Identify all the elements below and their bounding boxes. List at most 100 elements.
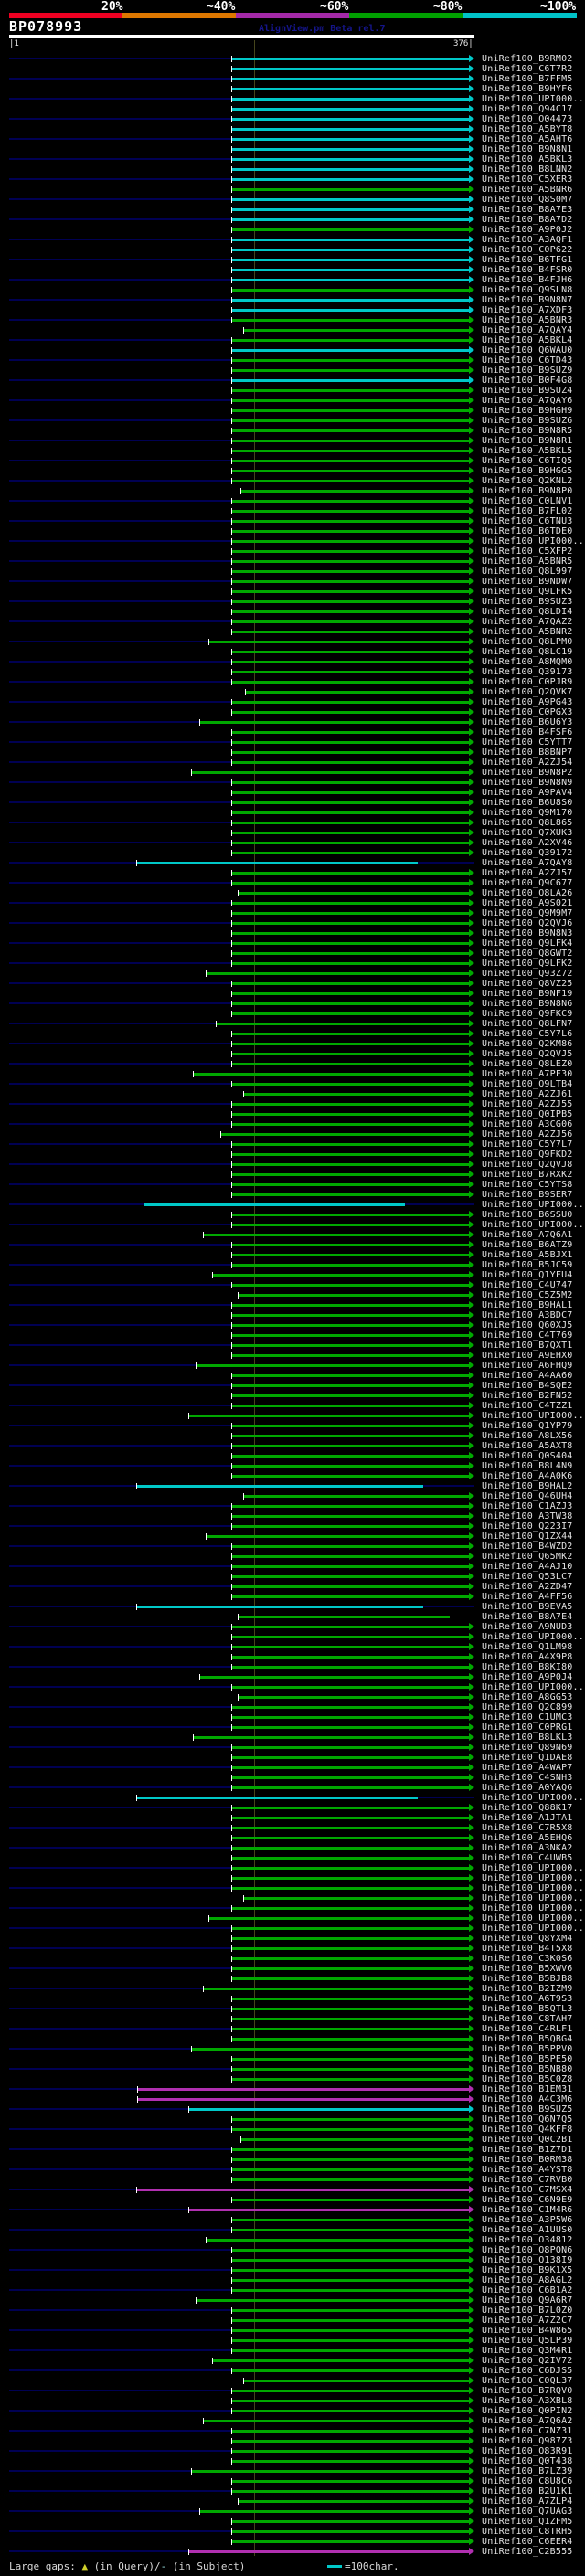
hit-label[interactable]: UniRef100_A1UUS0 xyxy=(482,2225,573,2235)
hit-label[interactable]: UniRef100_C6TD43 xyxy=(482,355,573,366)
hit-label[interactable]: UniRef100_C1UMC3 xyxy=(482,1712,573,1723)
alignment-row[interactable]: UniRef100_Q9C677 xyxy=(0,878,585,888)
hit-label[interactable]: UniRef100_A9PAV4 xyxy=(482,788,573,798)
alignment-row[interactable]: UniRef100_Q53LC7 xyxy=(0,1572,585,1582)
hit-label[interactable]: UniRef100_B1EM31 xyxy=(482,2084,573,2094)
hit-label[interactable]: UniRef100_C8U8C6 xyxy=(482,2476,573,2486)
hit-label[interactable]: UniRef100_A7ZLP4 xyxy=(482,2496,573,2507)
alignment-row[interactable]: UniRef100_Q65MK2 xyxy=(0,1552,585,1562)
hit-label[interactable]: UniRef100_Q9M9M7 xyxy=(482,908,573,918)
alignment-row[interactable]: UniRef100_B6SSU0 xyxy=(0,1210,585,1220)
hit-label[interactable]: UniRef100_A4AA60 xyxy=(482,1371,573,1381)
hit-label[interactable]: UniRef100_C8TAH7 xyxy=(482,2014,573,2024)
alignment-row[interactable]: UniRef100_O04473 xyxy=(0,114,585,124)
alignment-row[interactable]: UniRef100_UPI000.. xyxy=(0,1632,585,1642)
hit-label[interactable]: UniRef100_UPI000.. xyxy=(482,1220,584,1230)
alignment-row[interactable]: UniRef100_B9HYF6 xyxy=(0,84,585,94)
hit-label[interactable]: UniRef100_A7Z2C7 xyxy=(482,2316,573,2326)
alignment-row[interactable]: UniRef100_B9HGG5 xyxy=(0,466,585,476)
hit-label[interactable]: UniRef100_A3NKA2 xyxy=(482,1843,573,1853)
alignment-row[interactable]: UniRef100_UPI000.. xyxy=(0,1913,585,1924)
alignment-row[interactable]: UniRef100_C6N9E9 xyxy=(0,2195,585,2205)
hit-label[interactable]: UniRef100_B5NB80 xyxy=(482,2064,573,2074)
hit-label[interactable]: UniRef100_A7QAY4 xyxy=(482,325,573,335)
alignment-row[interactable]: UniRef100_B7FL02 xyxy=(0,506,585,516)
hit-label[interactable]: UniRef100_Q138I9 xyxy=(482,2255,573,2265)
alignment-row[interactable]: UniRef100_B9HGH9 xyxy=(0,406,585,416)
alignment-row[interactable]: UniRef100_UPI000.. xyxy=(0,536,585,546)
alignment-row[interactable]: UniRef100_B8A7D2 xyxy=(0,215,585,225)
hit-label[interactable]: UniRef100_Q9LFK5 xyxy=(482,587,573,597)
alignment-row[interactable]: UniRef100_A4FF56 xyxy=(0,1592,585,1602)
hit-label[interactable]: UniRef100_Q60XJ5 xyxy=(482,1320,573,1330)
hit-label[interactable]: UniRef100_UPI000.. xyxy=(482,94,584,104)
alignment-row[interactable]: UniRef100_C5YTS8 xyxy=(0,1180,585,1190)
alignment-row[interactable]: UniRef100_Q5LP39 xyxy=(0,2336,585,2346)
hit-label[interactable]: UniRef100_C4SNH3 xyxy=(482,1773,573,1783)
hit-label[interactable]: UniRef100_B2U1K1 xyxy=(482,2486,573,2496)
hit-label[interactable]: UniRef100_Q9FKC9 xyxy=(482,1009,573,1019)
hit-label[interactable]: UniRef100_A7PF30 xyxy=(482,1069,573,1079)
hit-label[interactable]: UniRef100_Q7UAG3 xyxy=(482,2507,573,2517)
alignment-row[interactable]: UniRef100_A6T9S3 xyxy=(0,1994,585,2004)
hit-label[interactable]: UniRef100_B9NDW7 xyxy=(482,577,573,587)
alignment-row[interactable]: UniRef100_A9PAV4 xyxy=(0,788,585,798)
alignment-row[interactable]: UniRef100_B7LZ39 xyxy=(0,2466,585,2476)
alignment-row[interactable]: UniRef100_B4FSF6 xyxy=(0,727,585,737)
alignment-row[interactable]: UniRef100_Q9LFK2 xyxy=(0,959,585,969)
alignment-row[interactable]: UniRef100_Q8LEZ0 xyxy=(0,1059,585,1069)
alignment-row[interactable]: UniRef100_Q9M9M7 xyxy=(0,908,585,918)
hit-label[interactable]: UniRef100_A7QAY8 xyxy=(482,858,573,868)
alignment-row[interactable]: UniRef100_C0PJR9 xyxy=(0,677,585,687)
alignment-row[interactable]: UniRef100_C1AZJ3 xyxy=(0,1501,585,1511)
alignment-row[interactable]: UniRef100_A9P0J2 xyxy=(0,225,585,235)
alignment-row[interactable]: UniRef100_B8BNP7 xyxy=(0,747,585,758)
hit-label[interactable]: UniRef100_B7RQV0 xyxy=(482,2386,573,2396)
hit-label[interactable]: UniRef100_C6TIQ5 xyxy=(482,456,573,466)
hit-label[interactable]: UniRef100_C4T769 xyxy=(482,1330,573,1341)
hit-label[interactable]: UniRef100_O04473 xyxy=(482,114,573,124)
hit-label[interactable]: UniRef100_Q9LFK4 xyxy=(482,938,573,949)
alignment-row[interactable]: UniRef100_A7QAZ2 xyxy=(0,617,585,627)
alignment-row[interactable]: UniRef100_UPI000.. xyxy=(0,1893,585,1903)
alignment-row[interactable]: UniRef100_C7RVB0 xyxy=(0,2175,585,2185)
hit-label[interactable]: UniRef100_B9SUZ9 xyxy=(482,366,573,376)
hit-label[interactable]: UniRef100_A4A0K6 xyxy=(482,1471,573,1481)
hit-label[interactable]: UniRef100_B9SUZ3 xyxy=(482,597,573,607)
alignment-row[interactable]: UniRef100_B7RQV0 xyxy=(0,2386,585,2396)
alignment-row[interactable]: UniRef100_A4YST8 xyxy=(0,2165,585,2175)
alignment-row[interactable]: UniRef100_A9NUD3 xyxy=(0,1622,585,1632)
hit-label[interactable]: UniRef100_Q8LFN7 xyxy=(482,1019,573,1029)
hit-label[interactable]: UniRef100_A5BYT8 xyxy=(482,124,573,134)
hit-label[interactable]: UniRef100_A2ZJ54 xyxy=(482,758,573,768)
alignment-row[interactable]: UniRef100_B7FFM5 xyxy=(0,74,585,84)
alignment-row[interactable]: UniRef100_Q8LDI4 xyxy=(0,607,585,617)
alignment-row[interactable]: UniRef100_Q8LFN7 xyxy=(0,1019,585,1029)
alignment-row[interactable]: UniRef100_Q7UAG3 xyxy=(0,2507,585,2517)
alignment-row[interactable]: UniRef100_Q0PIN2 xyxy=(0,2406,585,2416)
alignment-row[interactable]: UniRef100_A5AXT8 xyxy=(0,1441,585,1451)
alignment-row[interactable]: UniRef100_B9N8N3 xyxy=(0,928,585,938)
hit-label[interactable]: UniRef100_A9EHX0 xyxy=(482,1351,573,1361)
alignment-row[interactable]: UniRef100_B8A7E4 xyxy=(0,1612,585,1622)
hit-label[interactable]: UniRef100_C6TNU3 xyxy=(482,516,573,526)
hit-label[interactable]: UniRef100_Q39172 xyxy=(482,848,573,858)
hit-label[interactable]: UniRef100_A7Q6A1 xyxy=(482,1230,573,1240)
hit-label[interactable]: UniRef100_A7Q6A2 xyxy=(482,2416,573,2426)
alignment-row[interactable]: UniRef100_A2ZJ54 xyxy=(0,758,585,768)
hit-label[interactable]: UniRef100_B9N8N3 xyxy=(482,928,573,938)
hit-label[interactable]: UniRef100_B6ATZ9 xyxy=(482,1240,573,1250)
alignment-row[interactable]: UniRef100_A2ZD47 xyxy=(0,1582,585,1592)
hit-label[interactable]: UniRef100_B8KI80 xyxy=(482,1662,573,1672)
alignment-row[interactable]: UniRef100_A7PF30 xyxy=(0,1069,585,1079)
alignment-row[interactable]: UniRef100_A2XV46 xyxy=(0,838,585,848)
hit-label[interactable]: UniRef100_UPI000.. xyxy=(482,1863,584,1873)
alignment-row[interactable]: UniRef100_B5PE50 xyxy=(0,2054,585,2064)
alignment-row[interactable]: UniRef100_Q9FKD2 xyxy=(0,1150,585,1160)
alignment-row[interactable]: UniRef100_Q8VZ25 xyxy=(0,979,585,989)
alignment-row[interactable]: UniRef100_B6TDE0 xyxy=(0,526,585,536)
hit-label[interactable]: UniRef100_C7R5X8 xyxy=(482,1823,573,1833)
hit-label[interactable]: UniRef100_A4WAP7 xyxy=(482,1763,573,1773)
hit-label[interactable]: UniRef100_B7L0Z0 xyxy=(482,2306,573,2316)
alignment-row[interactable]: UniRef100_A8AGL2 xyxy=(0,2275,585,2285)
